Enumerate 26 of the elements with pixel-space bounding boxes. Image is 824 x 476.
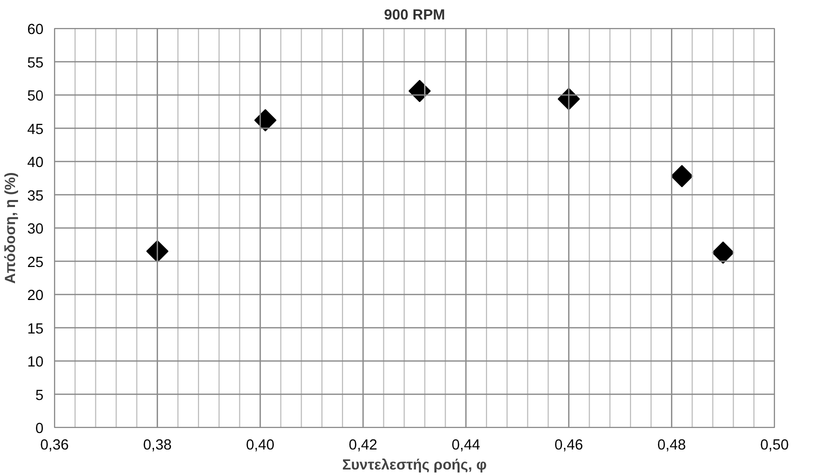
- y-tick-label: 15: [27, 321, 44, 338]
- y-tick-label: 25: [27, 254, 44, 271]
- x-tick-label: 0,46: [554, 438, 584, 454]
- x-tick-label: 0,50: [760, 438, 789, 454]
- y-tick-label: 35: [27, 188, 44, 204]
- x-tick-label: 0,44: [452, 438, 480, 454]
- chart-title: 900 RPM: [384, 8, 446, 24]
- y-tick-label: 0: [35, 421, 44, 437]
- y-tick-label: 55: [27, 55, 44, 72]
- y-tick-label: 20: [27, 288, 44, 304]
- x-tick-label: 0,48: [657, 438, 686, 454]
- y-tick-label: 50: [27, 88, 44, 104]
- y-axis-title: Απόδοση, η (%): [3, 172, 20, 284]
- x-tick-label: 0,38: [143, 438, 172, 454]
- x-tick-label: 0,36: [40, 438, 69, 454]
- x-axis-title: Συντελεστής ροής, φ: [342, 458, 487, 474]
- y-tick-label: 30: [27, 222, 44, 238]
- y-tick-label: 5: [35, 388, 44, 404]
- y-tick-label: 10: [27, 354, 44, 370]
- y-tick-label: 45: [27, 122, 44, 138]
- y-tick-label: 60: [27, 22, 44, 38]
- point: [712, 242, 734, 264]
- point: [670, 165, 694, 188]
- x-tick-label: 0,42: [348, 438, 378, 454]
- y-tick-label: 40: [27, 155, 44, 171]
- x-tick-label: 0,40: [246, 438, 274, 454]
